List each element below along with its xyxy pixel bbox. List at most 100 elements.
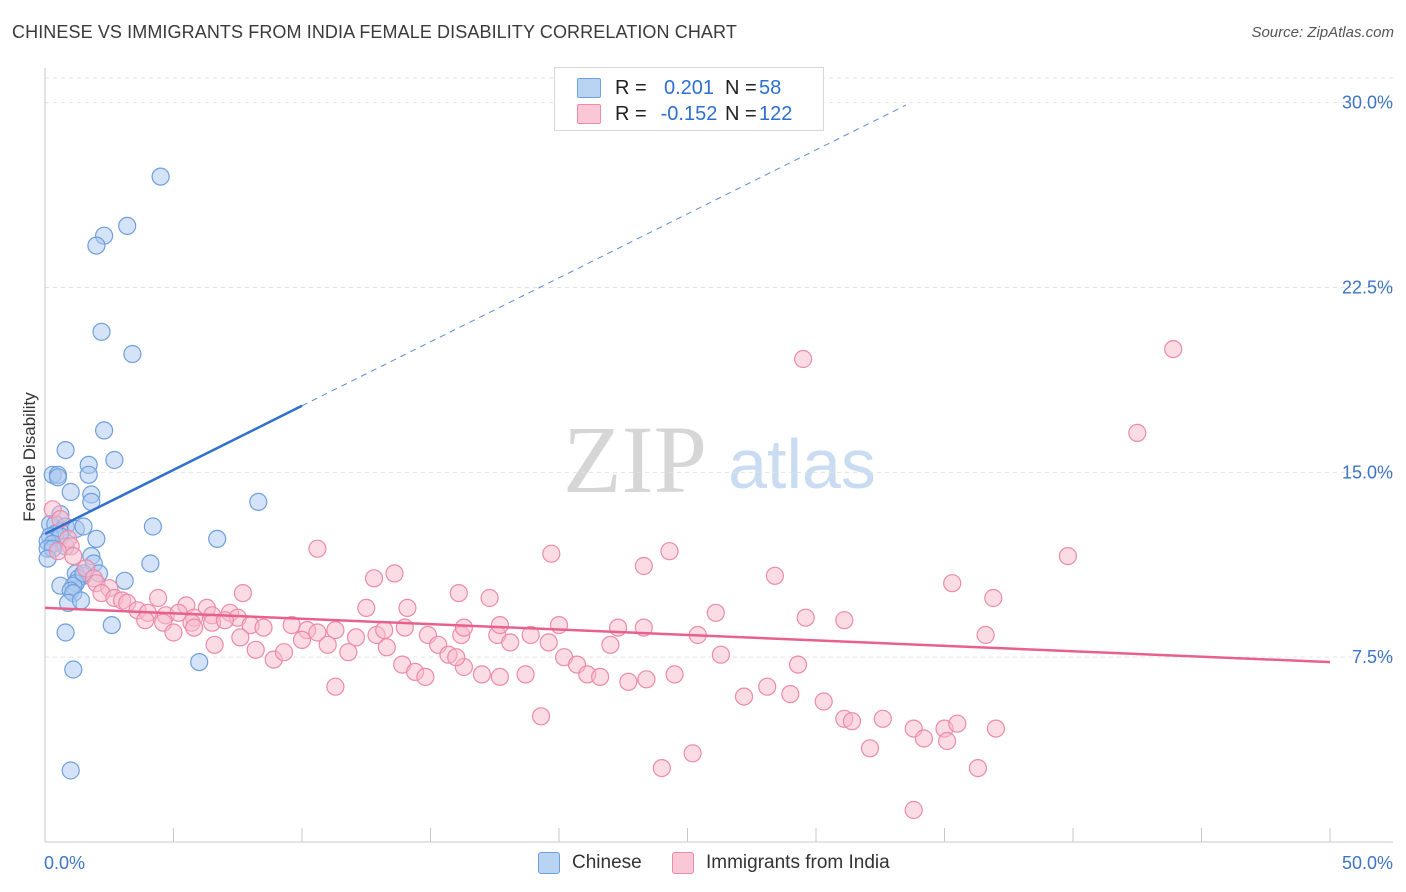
chinese-point: [143, 517, 162, 536]
india-point: [472, 665, 491, 684]
india-point: [948, 714, 967, 733]
x-tick-label-min: 0.0%: [44, 853, 85, 873]
india-point: [480, 588, 499, 608]
india-point: [734, 687, 754, 706]
chinese-point: [92, 322, 111, 341]
n-label: N =: [725, 76, 757, 99]
india-point: [398, 598, 417, 618]
india-point: [136, 611, 155, 630]
india-point: [873, 709, 892, 728]
india-point: [968, 758, 988, 778]
india-point: [292, 630, 312, 650]
legend-row-india: R = -0.152 N = 122: [577, 102, 792, 126]
india-point: [205, 635, 224, 654]
chinese-legend-swatch: [538, 852, 560, 874]
india-point: [490, 615, 509, 635]
india-point: [796, 608, 815, 627]
india-point: [385, 564, 404, 583]
correlation-legend: R = 0.201 N = 58 R = -0.152 N = 122: [554, 67, 824, 131]
india-point: [601, 635, 620, 654]
india-point: [660, 542, 679, 561]
india-n-value: 122: [759, 102, 793, 125]
chinese-point: [56, 623, 75, 642]
india-point: [454, 618, 473, 637]
india-point: [793, 349, 813, 369]
y-tick-label: 22.5%: [1342, 277, 1393, 297]
legend-row-chinese: R = 0.201 N = 58: [577, 76, 781, 100]
india-point: [835, 611, 854, 630]
bottom-legend-india: Immigrants from India: [672, 852, 890, 874]
chinese-trend-line: [44, 404, 303, 536]
chinese-point: [87, 529, 106, 549]
india-point: [449, 583, 468, 603]
india-point: [231, 628, 250, 647]
chinese-point: [151, 167, 170, 186]
r-label: R =: [615, 76, 647, 99]
india-point: [521, 625, 540, 645]
india-point: [652, 758, 671, 778]
y-axis-title: Female Disability: [20, 392, 39, 522]
india-point: [765, 566, 785, 585]
n-label: N =: [725, 102, 757, 125]
india-point: [711, 645, 731, 664]
chinese-point: [71, 591, 91, 610]
chinese-point: [102, 615, 121, 635]
india-point: [788, 655, 808, 674]
chinese-point: [56, 441, 75, 460]
india-point: [318, 635, 337, 654]
india-point: [377, 638, 396, 657]
india-point: [274, 643, 294, 662]
india-point: [346, 628, 366, 647]
india-point: [914, 729, 934, 748]
chinese-point: [94, 421, 114, 440]
axes: [44, 68, 1393, 843]
gridlines: [45, 77, 1393, 658]
india-point: [542, 544, 561, 563]
india-point: [814, 692, 833, 711]
india-point: [326, 677, 345, 696]
india-point: [1058, 546, 1078, 566]
series-chinese: [38, 167, 268, 780]
trend-lines: [44, 104, 1331, 664]
india-point: [149, 588, 168, 608]
india-point: [447, 648, 466, 667]
india-legend-label: Immigrants from India: [706, 852, 890, 873]
india-point: [339, 643, 358, 662]
chinese-point: [61, 761, 80, 780]
chinese-point: [105, 450, 124, 470]
india-point: [619, 672, 638, 691]
r-label: R =: [615, 102, 647, 125]
chinese-point: [64, 660, 83, 679]
india-point: [254, 618, 273, 637]
bottom-legend-chinese: Chinese: [538, 852, 642, 874]
series-india: [43, 340, 1183, 820]
chinese-point: [74, 517, 93, 536]
chinese-point: [79, 465, 98, 484]
india-point: [308, 623, 327, 642]
india-point: [539, 633, 558, 652]
india-point: [860, 739, 880, 758]
chinese-point: [249, 492, 268, 511]
india-point: [758, 677, 777, 696]
india-point: [1128, 423, 1147, 442]
chart-title: CHINESE VS IMMIGRANTS FROM INDIA FEMALE …: [12, 22, 737, 42]
india-point: [842, 712, 862, 731]
chinese-point: [48, 468, 68, 487]
india-point: [326, 620, 345, 640]
india-point: [48, 542, 68, 561]
source-credit: Source: ZipAtlas.com: [1251, 24, 1394, 41]
chinese-point: [118, 216, 137, 235]
chinese-point: [115, 571, 134, 590]
india-point: [637, 670, 656, 689]
watermark-atlas: atlas: [728, 425, 876, 503]
india-point: [683, 744, 702, 763]
chinese-swatch: [577, 78, 601, 98]
y-tick-label: 30.0%: [1342, 93, 1393, 113]
chinese-point: [87, 236, 106, 255]
india-point: [357, 598, 376, 618]
india-point: [986, 719, 1006, 738]
india-trend-line: [44, 606, 1331, 664]
india-point: [706, 603, 725, 622]
tick-labels: 7.5% 15.0% 22.5% 30.0% 0.0% 50.0%: [44, 93, 1393, 873]
